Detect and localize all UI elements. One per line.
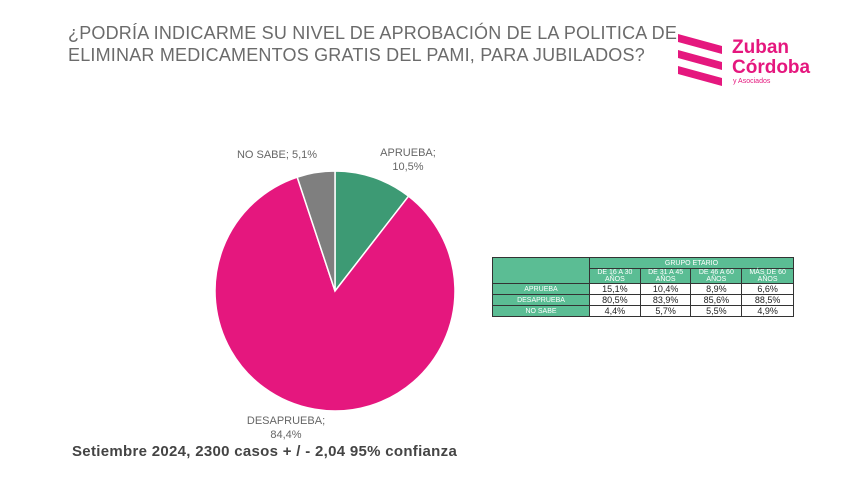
table-cell: 83,9% <box>639 294 692 306</box>
table-row-label: DESAPRUEBA <box>492 294 590 306</box>
table-row: NO SABE 4,4% 5,7% 5,5% 4,9% <box>492 305 794 317</box>
table-cell: 15,1% <box>589 283 641 295</box>
table-cell: 4,4% <box>589 305 641 317</box>
title-line-1: ¿PODRÍA INDICARME SU NIVEL DE APROBACIÓN… <box>68 23 678 43</box>
footer-note: Setiembre 2024, 2300 casos + / - 2,04 95… <box>72 443 458 460</box>
table-cell: 5,7% <box>639 305 692 317</box>
table-row-label: APRUEBA <box>492 283 590 295</box>
label-no-sabe: NO SABE; 5,1% <box>236 149 318 161</box>
logo-icon <box>678 34 722 86</box>
table-row: DESAPRUEBA 80,5% 83,9% 85,6% 88,5% <box>492 294 794 306</box>
table-col-header: DE 31 A 45 AÑOS <box>639 268 692 284</box>
table-cell: 88,5% <box>741 294 794 306</box>
label-aprueba-value: 10,5% <box>392 161 424 173</box>
table-col-header: MÁS DE 60 AÑOS <box>741 268 794 284</box>
table-cell: 10,4% <box>639 283 692 295</box>
table-row-label: NO SABE <box>492 305 590 317</box>
table-group-header: GRUPO ETARIO <box>589 257 794 269</box>
logo-subtitle: y Asociados <box>733 78 771 85</box>
label-desaprueba: DESAPRUEBA; 84,4% <box>236 414 336 442</box>
chart-title: ¿PODRÍA INDICARME SU NIVEL DE APROBACIÓN… <box>68 22 678 66</box>
table-cell: 5,5% <box>690 305 743 317</box>
table-cell: 80,5% <box>589 294 641 306</box>
title-line-2: ELIMINAR MEDICAMENTOS GRATIS DEL PAMI, P… <box>68 45 645 65</box>
table-group-row: GRUPO ETARIO <box>492 257 794 284</box>
table-col-header: DE 16 A 30 AÑOS <box>589 268 641 284</box>
slice-aprueba <box>334 170 410 294</box>
logo-line-2: Córdoba <box>732 57 811 78</box>
table-cell: 8,9% <box>690 283 743 295</box>
table-cell: 6,6% <box>741 283 794 295</box>
label-aprueba: APRUEBA; 10,5% <box>358 146 458 174</box>
age-group-table: GRUPO ETARIO DE 16 A 30 AÑOS DE 31 A 45 … <box>492 257 794 317</box>
logo-wordmark: Zuban Córdoba <box>732 38 810 78</box>
table-corner <box>492 257 590 284</box>
label-desaprueba-name: DESAPRUEBA; <box>246 415 326 427</box>
table-row: APRUEBA 15,1% 10,4% 8,9% 6,6% <box>492 283 794 295</box>
slice-no-sabe <box>296 170 336 292</box>
logo-line-1: Zuban <box>732 37 789 58</box>
slice-desaprueba <box>214 176 456 412</box>
label-aprueba-name: APRUEBA; <box>380 147 436 159</box>
table-col-header: DE 46 A 60 AÑOS <box>690 268 743 284</box>
table-cell: 4,9% <box>741 305 794 317</box>
table-cell: 85,6% <box>690 294 743 306</box>
label-desaprueba-value: 84,4% <box>270 429 302 441</box>
